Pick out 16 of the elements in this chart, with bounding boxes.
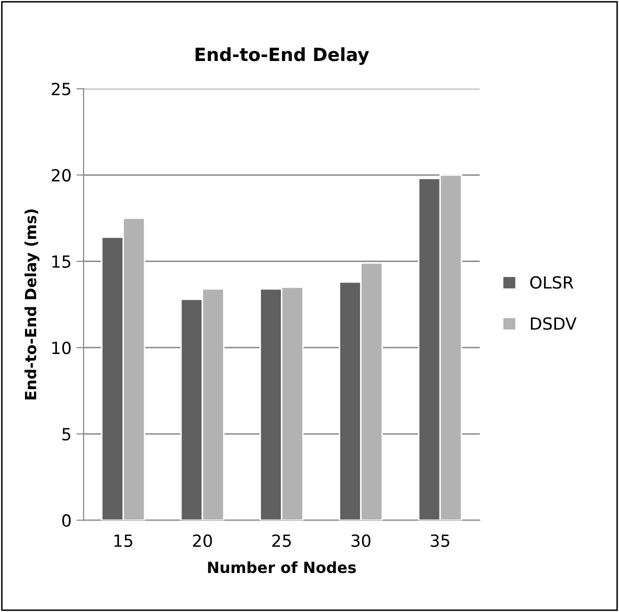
y-axis-title: End-to-End Delay (ms) — [24, 209, 40, 400]
x-tick-label: 30 — [352, 534, 370, 547]
y-tick-label: 10 — [52, 342, 71, 354]
x-tick-label: 25 — [272, 534, 291, 547]
y-tick-label: 20 — [52, 168, 71, 182]
x-tick-label: 15 — [114, 534, 132, 547]
legend-label: DSDV — [530, 317, 577, 330]
chart-title: End-to-End Delay — [196, 47, 369, 65]
x-tick-label: 20 — [193, 534, 212, 547]
y-tick-label: 15 — [52, 256, 70, 268]
x-tick-label: 35 — [430, 534, 450, 547]
y-tick-label: 25 — [52, 82, 70, 96]
x-axis-title: Number of Nodes — [208, 561, 356, 574]
y-tick-label: 0 — [62, 514, 71, 527]
y-tick-label: 5 — [62, 428, 70, 440]
legend-label: OLSR — [530, 276, 574, 289]
